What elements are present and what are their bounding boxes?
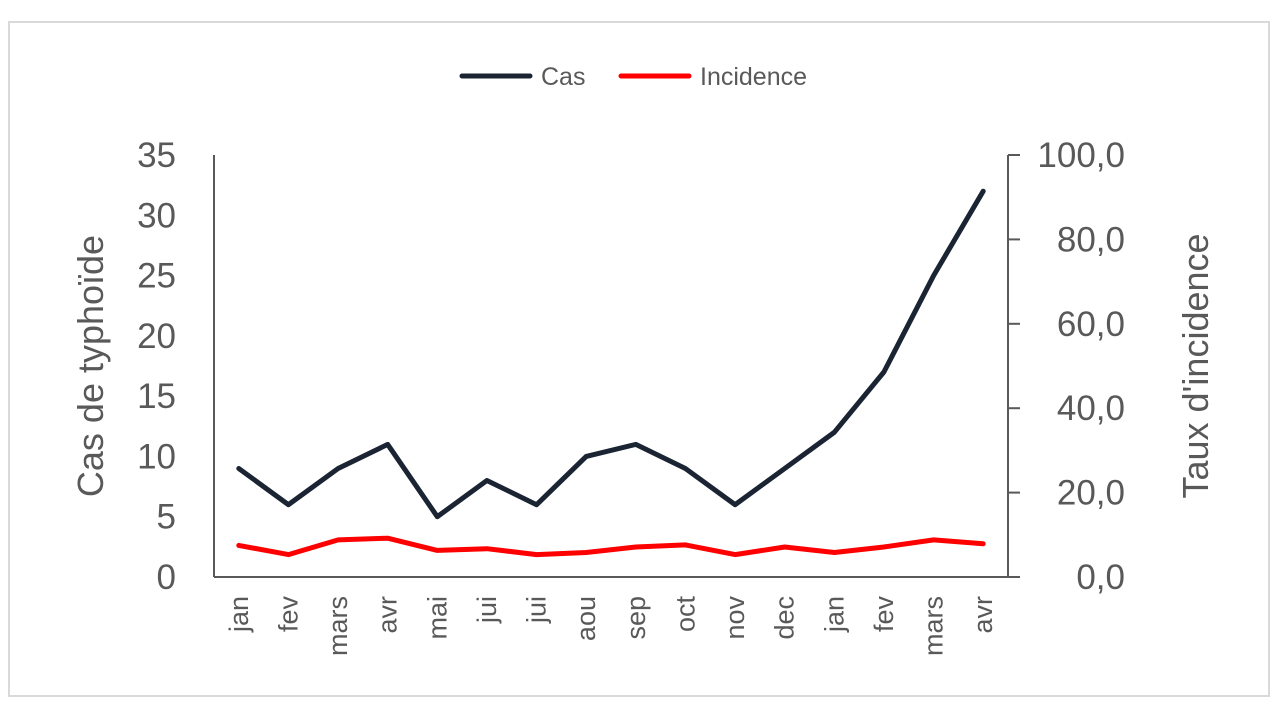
left-y-tick-label: 25: [137, 257, 176, 296]
x-category-label: jan: [224, 596, 254, 633]
legend: Cas Incidence: [459, 63, 807, 91]
x-category-label: fev: [869, 596, 899, 633]
x-category-label: aou: [571, 596, 601, 641]
x-category-label: fev: [273, 596, 303, 633]
left-y-tick-label: 15: [137, 377, 176, 416]
x-category-label: mars: [323, 596, 353, 656]
x-category-label: jui: [522, 596, 552, 624]
series-line-cas: [236, 188, 986, 520]
left-y-tick-label: 30: [137, 196, 176, 235]
right-y-axis-title: Taux d'incidence: [1175, 233, 1216, 498]
x-category-label: jan: [819, 596, 849, 633]
x-category-label: sep: [621, 596, 651, 640]
left-y-tick-label: 20: [137, 317, 176, 356]
series-line-incidence: [236, 535, 986, 558]
x-category-label: jui: [472, 596, 502, 624]
right-y-tick-label: 20,0: [1057, 474, 1125, 513]
left-y-ticks: 0 5 10 15 20 25 30 35: [137, 136, 176, 597]
right-y-tick-label: 60,0: [1057, 305, 1125, 344]
right-y-ticks: 0,0 20,0 40,0 60,0 80,0 100,0: [1008, 136, 1125, 597]
left-y-tick-label: 10: [137, 437, 176, 476]
x-category-labels: jan fev mars avr mai jui jui aou sep oct nov dec jan…: [224, 596, 998, 656]
right-y-tick-label: 40,0: [1057, 389, 1125, 428]
chart-frame: [8, 21, 1270, 697]
right-y-tick-label: 100,0: [1037, 136, 1125, 175]
left-y-tick-label: 0: [157, 558, 176, 597]
axes: [213, 155, 1009, 578]
x-category-label: avr: [968, 596, 998, 634]
x-category-label: dec: [770, 596, 800, 640]
series-lines: [236, 188, 986, 558]
x-category-label: nov: [720, 596, 750, 640]
legend-label-cas: Cas: [541, 63, 585, 91]
right-y-tick-label: 0,0: [1076, 558, 1125, 597]
left-y-tick-label: 5: [157, 498, 176, 537]
x-category-label: mai: [422, 596, 452, 640]
x-category-label: avr: [373, 596, 403, 634]
left-y-tick-label: 35: [137, 136, 176, 175]
x-category-label: oct: [670, 596, 700, 633]
x-category-label: mars: [919, 596, 949, 656]
legend-label-incidence: Incidence: [700, 63, 807, 91]
right-y-tick-label: 80,0: [1057, 220, 1125, 259]
left-y-axis-title: Cas de typhoïde: [70, 235, 111, 497]
